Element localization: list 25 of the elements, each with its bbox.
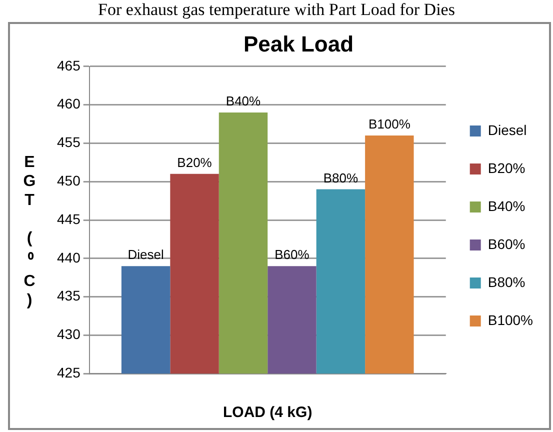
y-tick-label: 425: [57, 364, 81, 380]
y-tick-label: 455: [57, 134, 81, 150]
chart-title: Peak Load: [243, 31, 354, 56]
x-axis-title: LOAD (4 kG): [223, 404, 312, 422]
y-tick-label: 430: [57, 326, 81, 342]
y-tick-label: 440: [57, 249, 81, 266]
y-tick-label: 435: [57, 288, 81, 304]
legend-label: B60%: [488, 236, 526, 252]
y-tick-label: 460: [57, 96, 81, 112]
y-axis-title: EGT (⁰C): [20, 154, 39, 311]
text: Diesel: [128, 247, 164, 262]
y-tick-label: 450: [57, 172, 81, 188]
text: B100%: [368, 116, 410, 132]
y-tick-label: 445: [57, 210, 81, 227]
legend-label: B80%: [488, 274, 526, 290]
legend-label: B100%: [488, 312, 534, 328]
legend-label: B20%: [488, 160, 526, 176]
text: For exhaust gas temperature with Part Load for Dies: [97, 0, 456, 20]
text: B60%: [274, 247, 310, 262]
legend-label: Diesel: [488, 122, 527, 138]
text: B20%: [177, 155, 212, 170]
text: B80%: [323, 170, 358, 186]
y-tick-label: 465: [57, 57, 81, 74]
legend-label: B40%: [488, 198, 526, 214]
text: B40%: [226, 94, 261, 109]
